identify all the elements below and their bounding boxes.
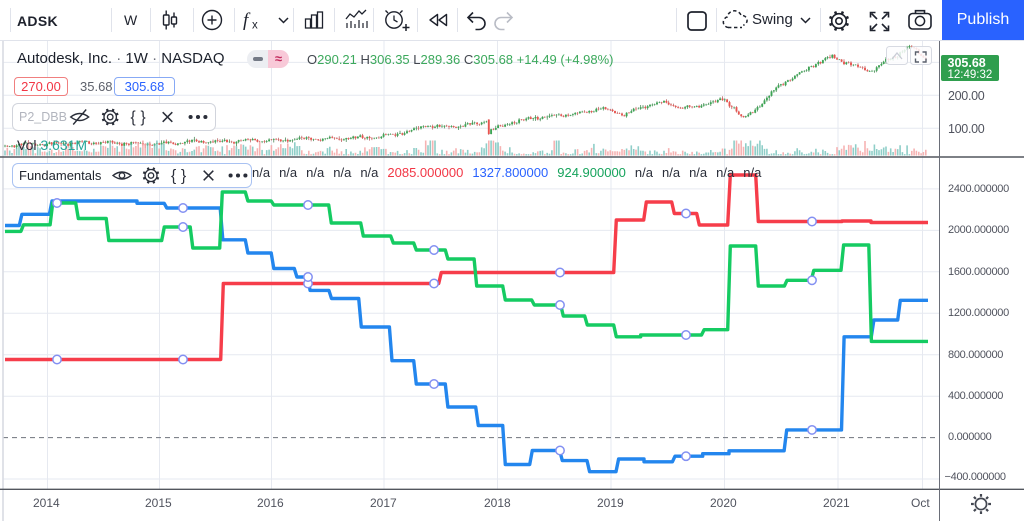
svg-text:}: } xyxy=(141,109,146,126)
svg-text:f: f xyxy=(243,10,251,31)
svg-text:}: } xyxy=(181,168,186,185)
svg-text:{: { xyxy=(171,168,176,185)
svg-text:{: { xyxy=(131,109,136,126)
svg-text:x: x xyxy=(252,20,258,32)
